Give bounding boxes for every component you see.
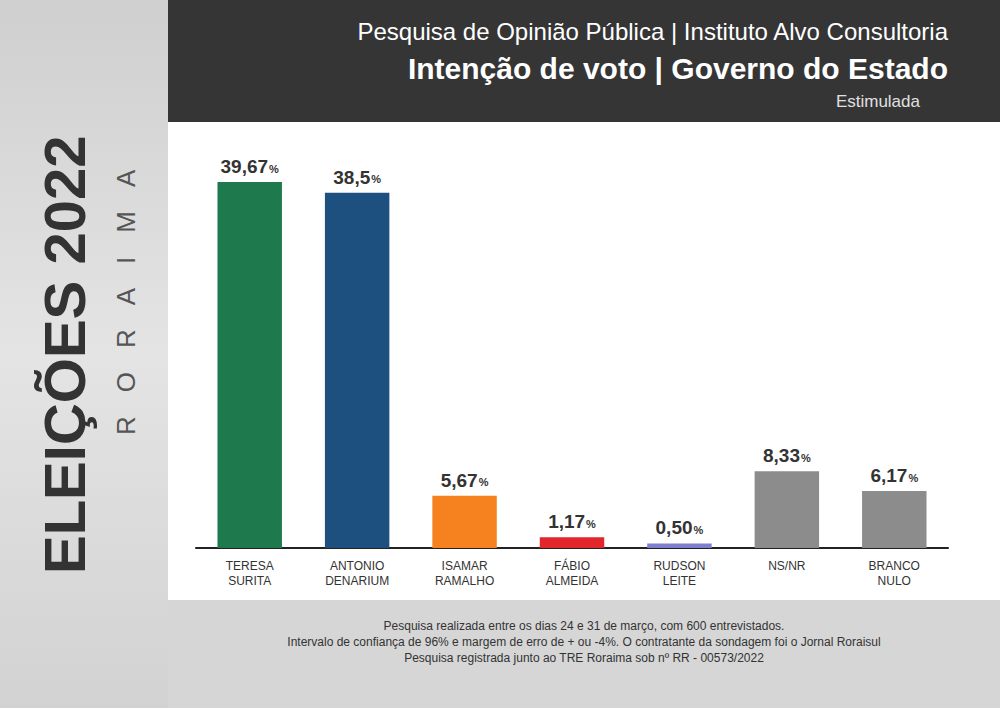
svg-text:ALMEIDA: ALMEIDA	[546, 574, 599, 588]
svg-text:6,17: 6,17	[870, 465, 907, 486]
svg-text:0,50: 0,50	[656, 517, 693, 538]
html-text:Intervalo de confiança de 96%: Intervalo de confiança de 96% e margem d…	[287, 635, 881, 649]
svg-text:%: %	[694, 524, 704, 536]
html-text:Intenção de voto | Governo do: Intenção de voto | Governo do Estado	[407, 52, 948, 85]
svg-text:39,67: 39,67	[221, 156, 269, 177]
svg-text:38,5: 38,5	[333, 167, 370, 188]
svg-text:%: %	[586, 518, 596, 530]
html-text:Pesquisa registrada junto ao T: Pesquisa registrada junto ao TRE Roraima…	[404, 651, 764, 665]
svg-text:%: %	[801, 452, 811, 464]
svg-text:%: %	[908, 472, 918, 484]
svg-text:ANTONIO: ANTONIO	[330, 559, 384, 573]
svg-text:SURITA: SURITA	[228, 574, 271, 588]
html-text:ELEIÇÕES 2022: ELEIÇÕES 2022	[32, 135, 97, 575]
svg-text:%: %	[479, 476, 489, 488]
svg-text:DENARIUM: DENARIUM	[325, 574, 389, 588]
svg-text:BRANCO: BRANCO	[869, 559, 920, 573]
svg-text:%: %	[371, 173, 381, 185]
svg-text:5,67: 5,67	[441, 470, 478, 491]
svg-text:ISAMAR: ISAMAR	[442, 559, 488, 573]
svg-text:RUDSON: RUDSON	[653, 559, 705, 573]
html-text:Estimulada: Estimulada	[835, 92, 920, 111]
svg-text:1,17: 1,17	[548, 511, 585, 532]
svg-text:NULO: NULO	[878, 574, 911, 588]
svg-text:FÁBIO: FÁBIO	[554, 558, 590, 573]
svg-text:LEITE: LEITE	[663, 574, 696, 588]
html-text:Pesquisa de Opinião Pública |: Pesquisa de Opinião Pública | Instituto …	[357, 18, 948, 45]
svg-text:RAMALHO: RAMALHO	[435, 574, 494, 588]
svg-text:TERESA: TERESA	[226, 559, 274, 573]
html-text:RORAIMA: RORAIMA	[111, 145, 141, 435]
html-text:Pesquisa realizada entre os di: Pesquisa realizada entre os dias 24 e 31…	[383, 619, 785, 633]
svg-text:NS/NR: NS/NR	[768, 559, 806, 573]
svg-text:8,33: 8,33	[763, 445, 800, 466]
svg-text:%: %	[269, 163, 279, 175]
